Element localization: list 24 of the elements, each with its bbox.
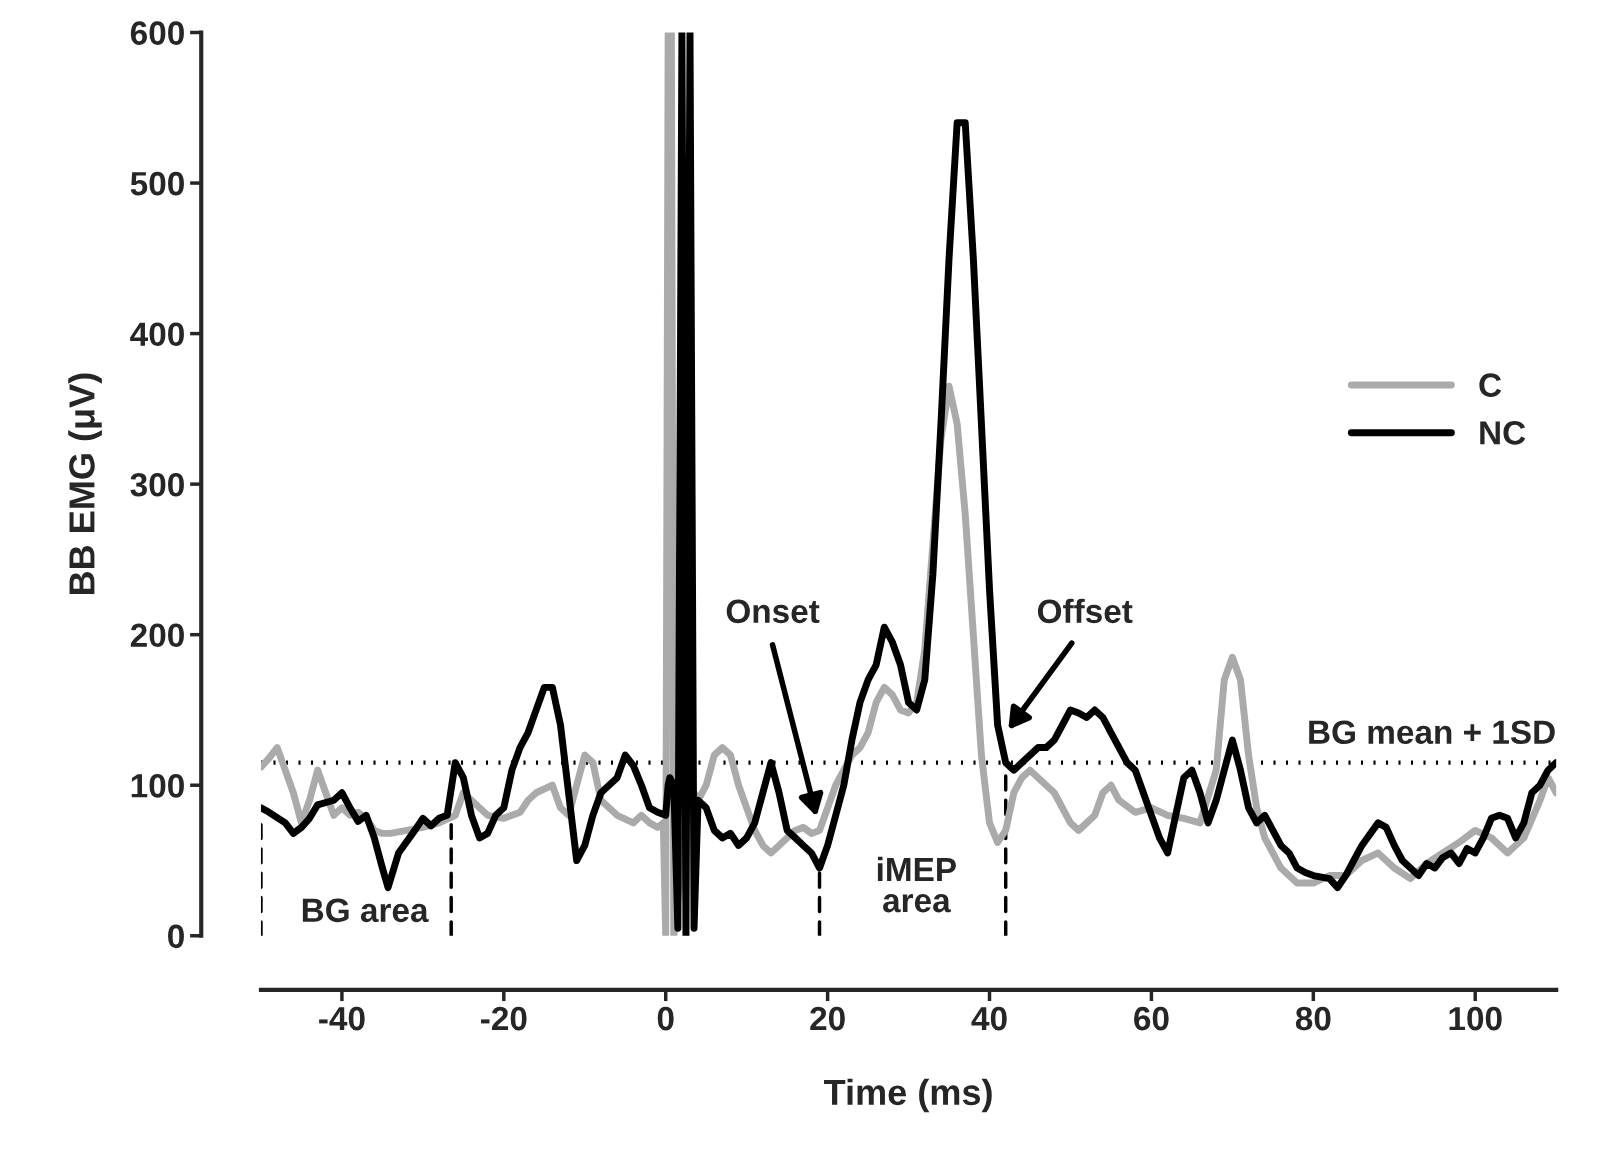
annotation: BG area: [302, 898, 429, 923]
y-tick-label: 600: [130, 21, 184, 45]
y-tick-label: 200: [130, 623, 184, 648]
x-axis-title: Time (ms): [824, 1078, 992, 1113]
x-tick-label: 0: [657, 1006, 674, 1031]
annotation: Onset: [726, 599, 820, 624]
legend-label: C: [1479, 373, 1502, 397]
y-axis-title: BB EMG (μV): [68, 373, 102, 595]
y-tick-label: 500: [130, 171, 184, 196]
x-tick-label: 80: [1295, 1006, 1331, 1031]
annotation: Offset: [1037, 598, 1133, 624]
y-tick-label: 100: [131, 774, 184, 798]
x-tick-label: 60: [1134, 1006, 1169, 1031]
ref-line-label: BG mean + 1SD: [1309, 720, 1555, 745]
x-tick-label: 20: [810, 1006, 845, 1031]
y-tick-label: 0: [168, 924, 184, 949]
x-tick-label: -20: [481, 1006, 527, 1031]
legend-label: NC: [1480, 421, 1526, 445]
y-tick-label: 400: [130, 322, 184, 346]
y-tick-label: 300: [130, 472, 184, 497]
x-tick-label: 100: [1449, 1006, 1502, 1031]
annotation: iMEP area: [877, 856, 956, 913]
x-tick-label: -40: [319, 1006, 365, 1031]
x-tick-label: 40: [971, 1006, 1007, 1031]
